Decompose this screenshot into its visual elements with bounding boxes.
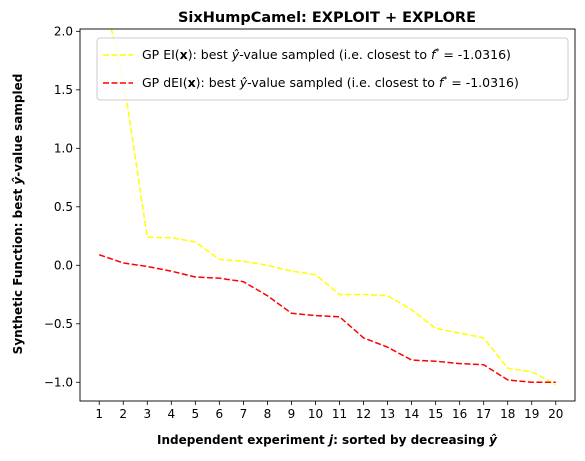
- x-tick-label: 2: [119, 407, 127, 421]
- y-axis-title-group: Synthetic Function: best ŷ-value sampled: [11, 74, 25, 355]
- x-tick-label: 4: [167, 407, 175, 421]
- legend-label-ei: GP EI(x): best ŷ-value sampled (i.e. clo…: [142, 47, 511, 62]
- x-tick-label: 14: [404, 407, 419, 421]
- x-tick-label: 6: [216, 407, 224, 421]
- x-tick-label: 10: [308, 407, 323, 421]
- x-tick-label: 20: [548, 407, 563, 421]
- chart-title: SixHumpCamel: EXPLOIT + EXPLORE: [178, 10, 476, 26]
- x-tick-label: 13: [380, 407, 395, 421]
- series-layer: [98, 29, 557, 386]
- series-line-gp-ei: [110, 29, 557, 386]
- y-axis-title: Synthetic Function: best ŷ-value sampled: [11, 74, 25, 355]
- x-tick-label: 9: [288, 407, 296, 421]
- x-axis-ticks: 1 2 3 4 5 6 7 8 9 10 11 12 13 14 15 16 17 18 19 20: [95, 401, 563, 421]
- series-line-gp-dei: [98, 254, 556, 384]
- y-tick-label: −0.5: [44, 317, 73, 331]
- x-tick-label: 19: [524, 407, 539, 421]
- x-tick-label: 11: [332, 407, 347, 421]
- x-axis-title: Independent experiment j: sorted by decr…: [157, 433, 498, 447]
- x-tick-label: 15: [428, 407, 443, 421]
- x-tick-label: 7: [240, 407, 248, 421]
- y-tick-label: 2.0: [54, 24, 73, 38]
- legend: GP EI(x): best ŷ-value sampled (i.e. clo…: [96, 37, 569, 101]
- y-tick-label: 1.5: [54, 83, 73, 97]
- x-tick-label: 12: [356, 407, 371, 421]
- y-axis-ticks: −1.0 −0.5 0.0 0.5 1.0 1.5 2.0: [44, 24, 80, 389]
- x-tick-label: 17: [476, 407, 491, 421]
- legend-box: [96, 37, 569, 101]
- x-tick-label: 1: [95, 407, 103, 421]
- x-tick-label: 5: [192, 407, 200, 421]
- y-tick-label: 0.0: [54, 258, 73, 272]
- y-tick-label: 0.5: [54, 200, 73, 214]
- y-tick-label: 1.0: [54, 141, 73, 155]
- x-tick-label: 8: [264, 407, 272, 421]
- x-tick-label: 18: [500, 407, 515, 421]
- legend-label-dei: GP dEI(x): best ŷ-value sampled (i.e. cl…: [142, 75, 519, 90]
- x-tick-label: 3: [143, 407, 151, 421]
- y-tick-label: −1.0: [44, 375, 73, 389]
- plot-area-frame: [79, 28, 576, 402]
- x-tick-label: 16: [452, 407, 467, 421]
